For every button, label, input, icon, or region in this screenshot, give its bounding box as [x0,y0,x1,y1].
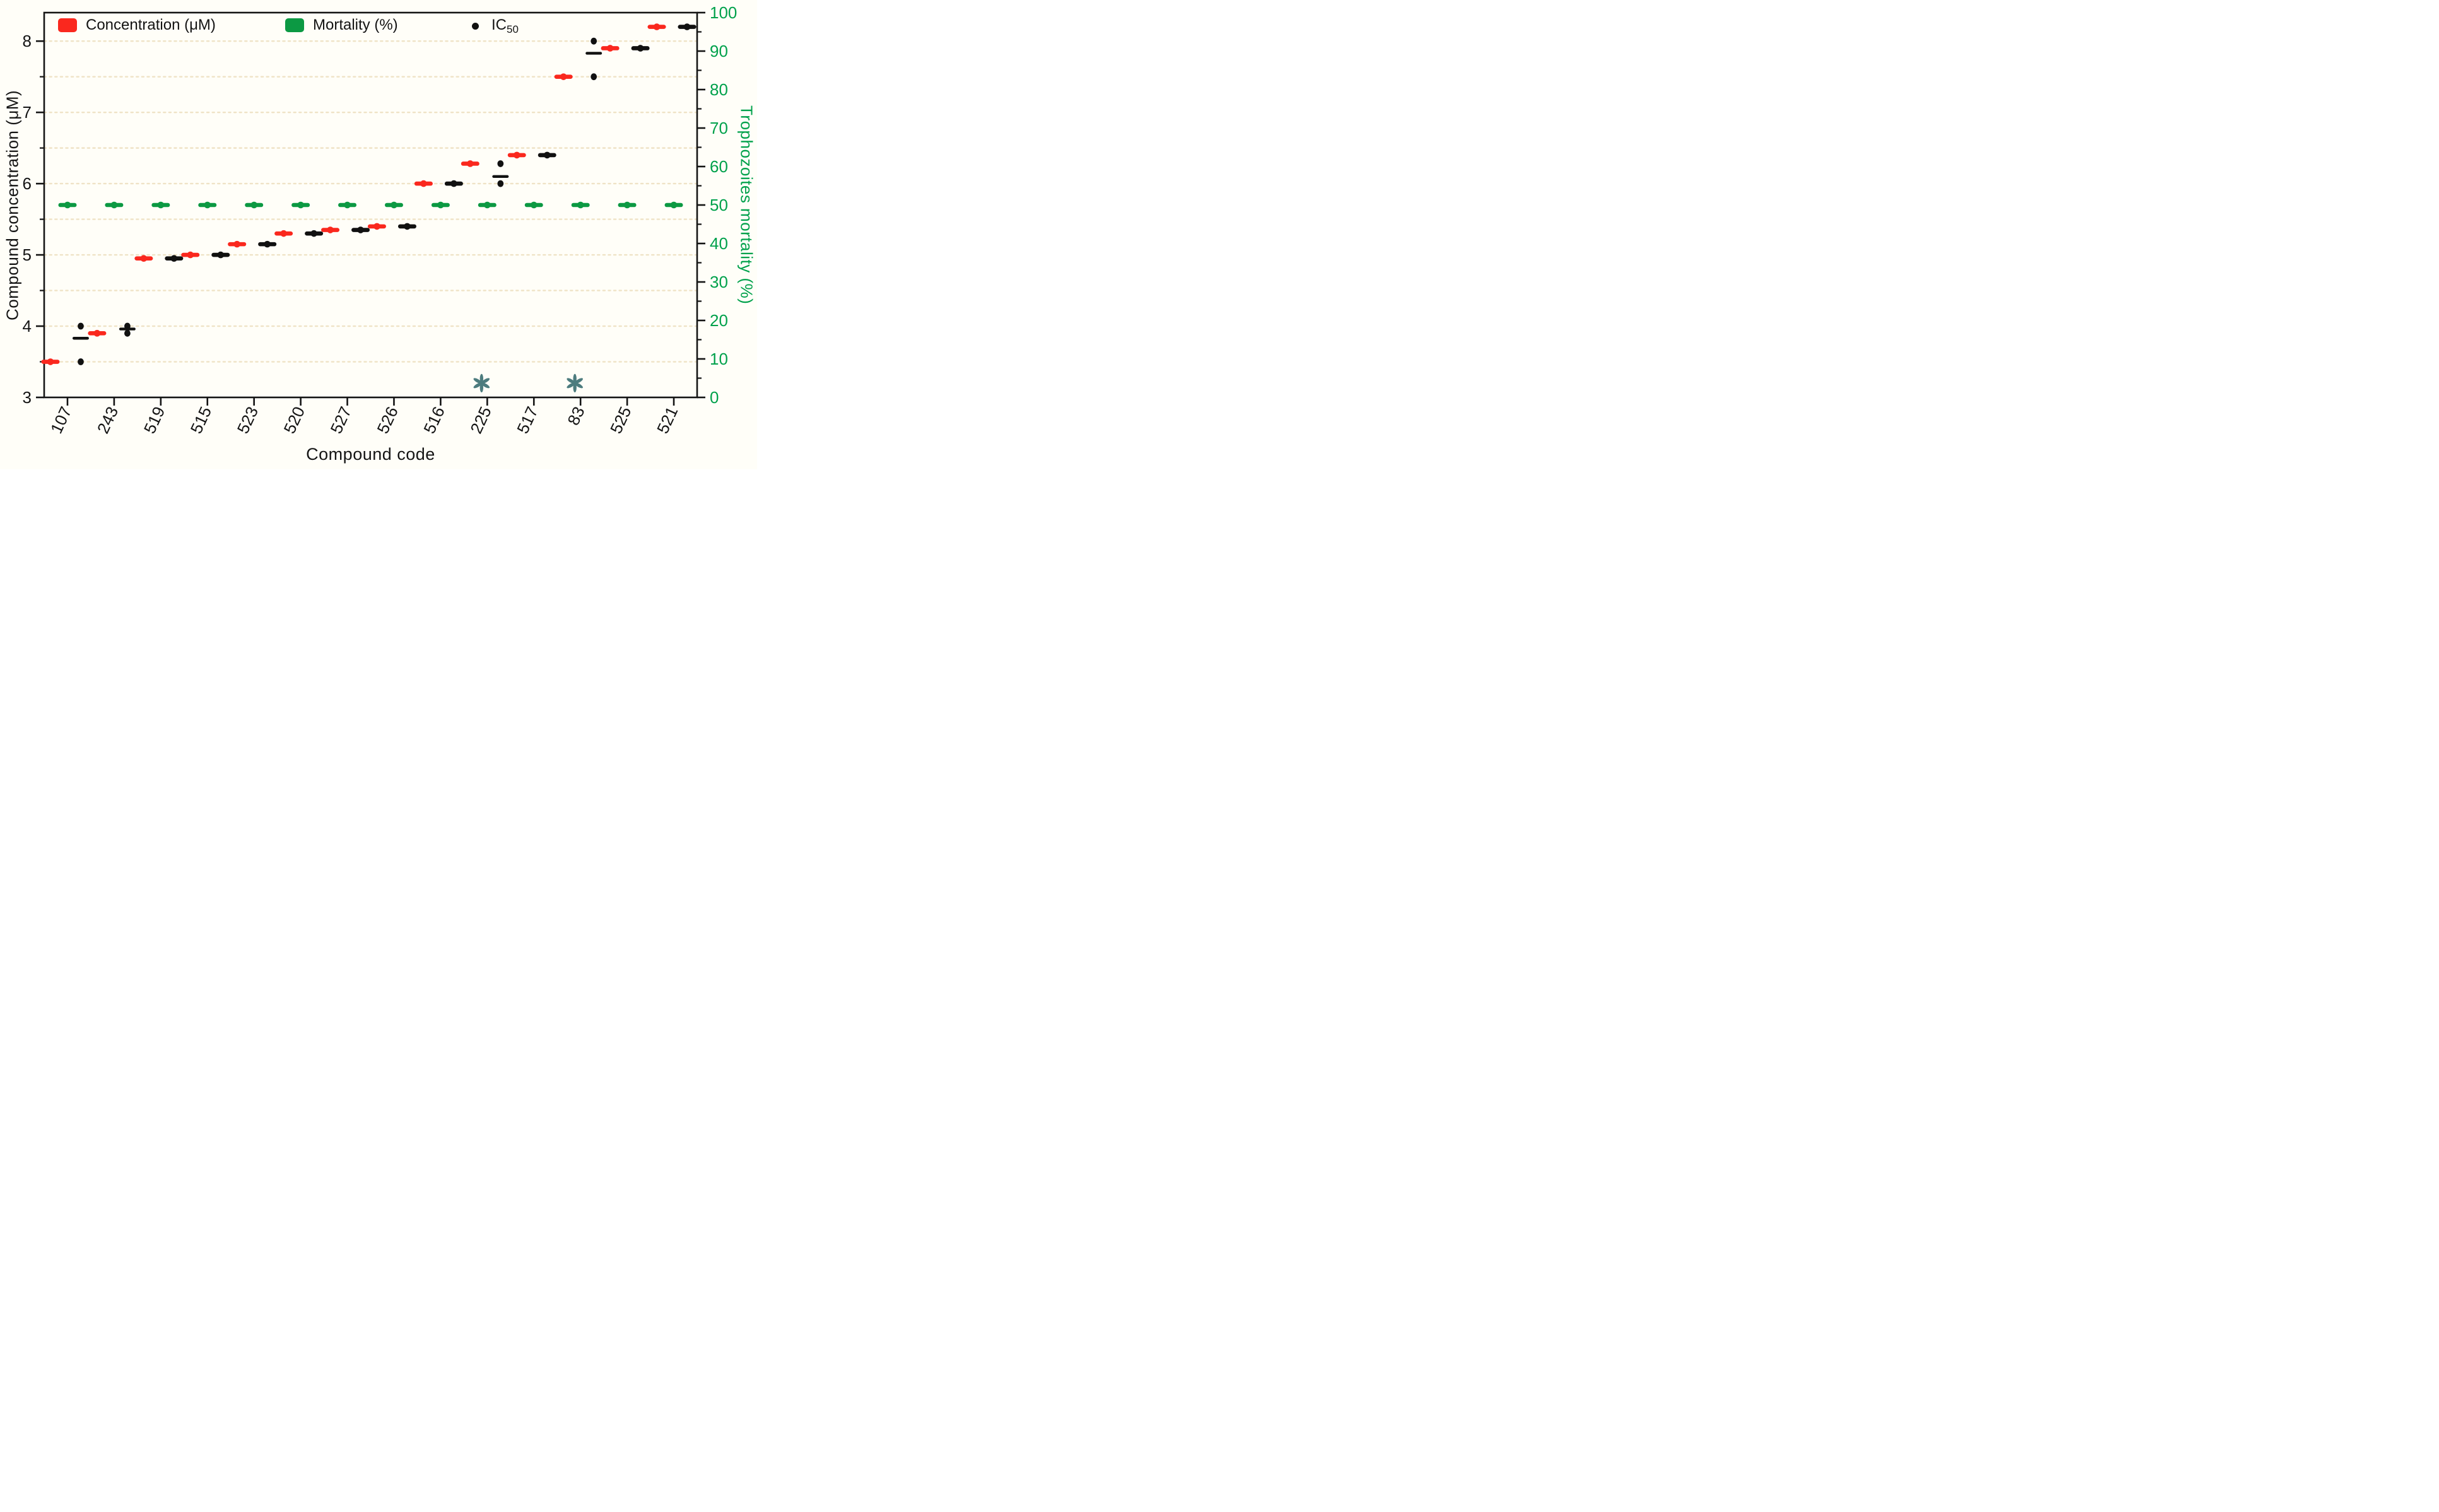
mortality-marker [431,201,450,209]
legend-item-concentration: Concentration (μM) [58,16,216,34]
ic50-point [497,180,504,187]
x-axis-title: Compound code [306,445,435,464]
right-tick-label: 80 [710,80,728,99]
right-tick-label: 60 [710,157,728,176]
x-tick-label: 515 [187,404,216,437]
ic50-marker [538,151,556,159]
legend-label-ic50: IC50 [491,16,519,35]
concentration-marker [134,255,153,262]
left-tick-label: 7 [23,103,32,122]
ic50-mean-dash [72,337,89,340]
concentration-marker [274,230,293,237]
ic50-point [591,37,597,45]
mortality-marker [105,201,124,209]
mortality-swatch-icon [285,18,304,32]
ic50-point [124,329,131,337]
ic50-mean-dash [585,52,602,55]
legend-label-mortality: Mortality (%) [313,16,398,33]
mortality-marker [618,201,637,209]
x-tick-label: 225 [466,404,495,437]
concentration-marker [88,330,107,337]
ic50-point [497,160,504,167]
right-tick-label: 30 [710,273,728,291]
right-axis-title: Trophozoites mortality (%) [737,105,756,305]
concentration-marker [507,151,526,159]
x-tick-label: 527 [326,404,355,437]
mortality-concentration-chart: 3 4 5 6 7 8 0 10 20 30 40 50 60 70 80 90 100 107 243 519 515… [0,0,757,469]
right-tick-label: 70 [710,119,728,138]
x-tick-label: 520 [280,404,309,437]
mortality-marker [58,201,77,209]
x-tick-label: 521 [653,404,682,437]
ic50-marker [305,230,324,237]
plot-frame [43,11,698,399]
concentration-marker [414,180,433,187]
ic50-marker [397,223,416,230]
right-tick-label: 90 [710,42,728,61]
right-tick-label: 50 [710,196,728,214]
left-tick-label: 8 [23,32,32,50]
ic50-marker [258,240,277,248]
mortality-marker [524,201,543,209]
mortality-marker [384,201,403,209]
ic50-point [78,322,84,330]
concentration-marker [554,73,573,80]
concentration-marker [41,358,60,365]
x-tick-label: 243 [93,404,122,437]
left-tick-label: 4 [23,317,32,336]
mortality-marker [571,201,590,209]
ic50-point [591,73,597,81]
x-tick-label: 517 [513,404,542,437]
left-tick-label: 6 [23,174,32,193]
x-tick-label: 519 [140,404,169,437]
right-tick-label: 0 [710,388,719,407]
mortality-marker [198,201,217,209]
concentration-marker [181,251,200,259]
ic50-marker [165,255,184,262]
right-tick-label: 20 [710,311,728,330]
right-tick-label: 40 [710,234,728,253]
ic50-marker [631,45,650,52]
mortality-marker [338,201,357,209]
concentration-swatch-icon [58,18,77,32]
x-tick-label: 516 [420,404,449,437]
concentration-marker [321,226,340,233]
ic50-mean-dash [492,175,509,179]
mortality-marker [291,201,310,209]
ic50-marker [444,180,463,187]
concentration-marker [601,45,620,52]
legend-item-mortality: Mortality (%) [285,16,398,34]
ic50-marker [678,23,696,30]
right-tick-label: 100 [710,3,737,22]
concentration-marker [228,240,247,248]
mortality-marker [151,201,170,209]
ic50-dot-icon [472,23,479,30]
legend-label-concentration: Concentration (μM) [86,16,216,33]
x-tick-label: 83 [563,404,588,428]
ic50-point [78,358,84,365]
left-tick-label: 3 [23,388,32,407]
x-tick-label: 526 [373,404,402,437]
right-tick-label: 10 [710,349,728,368]
left-tick-label: 5 [23,245,32,264]
significance-asterisk [567,373,583,393]
ic50-mean-dash [119,327,136,331]
ic50-marker [351,226,370,233]
mortality-marker [245,201,264,209]
legend-item-ic50: IC50 [472,16,519,36]
mortality-marker [664,201,683,209]
concentration-marker [461,160,479,167]
x-tick-label: 523 [233,404,262,437]
ic50-marker [211,251,230,259]
mortality-marker [478,201,497,209]
x-tick-label: 107 [47,404,76,437]
significance-asterisk [473,373,490,393]
concentration-marker [647,23,666,30]
x-tick-label: 525 [606,404,635,437]
concentration-marker [367,223,386,230]
left-axis-title: Compound concentration (μM) [3,90,22,320]
